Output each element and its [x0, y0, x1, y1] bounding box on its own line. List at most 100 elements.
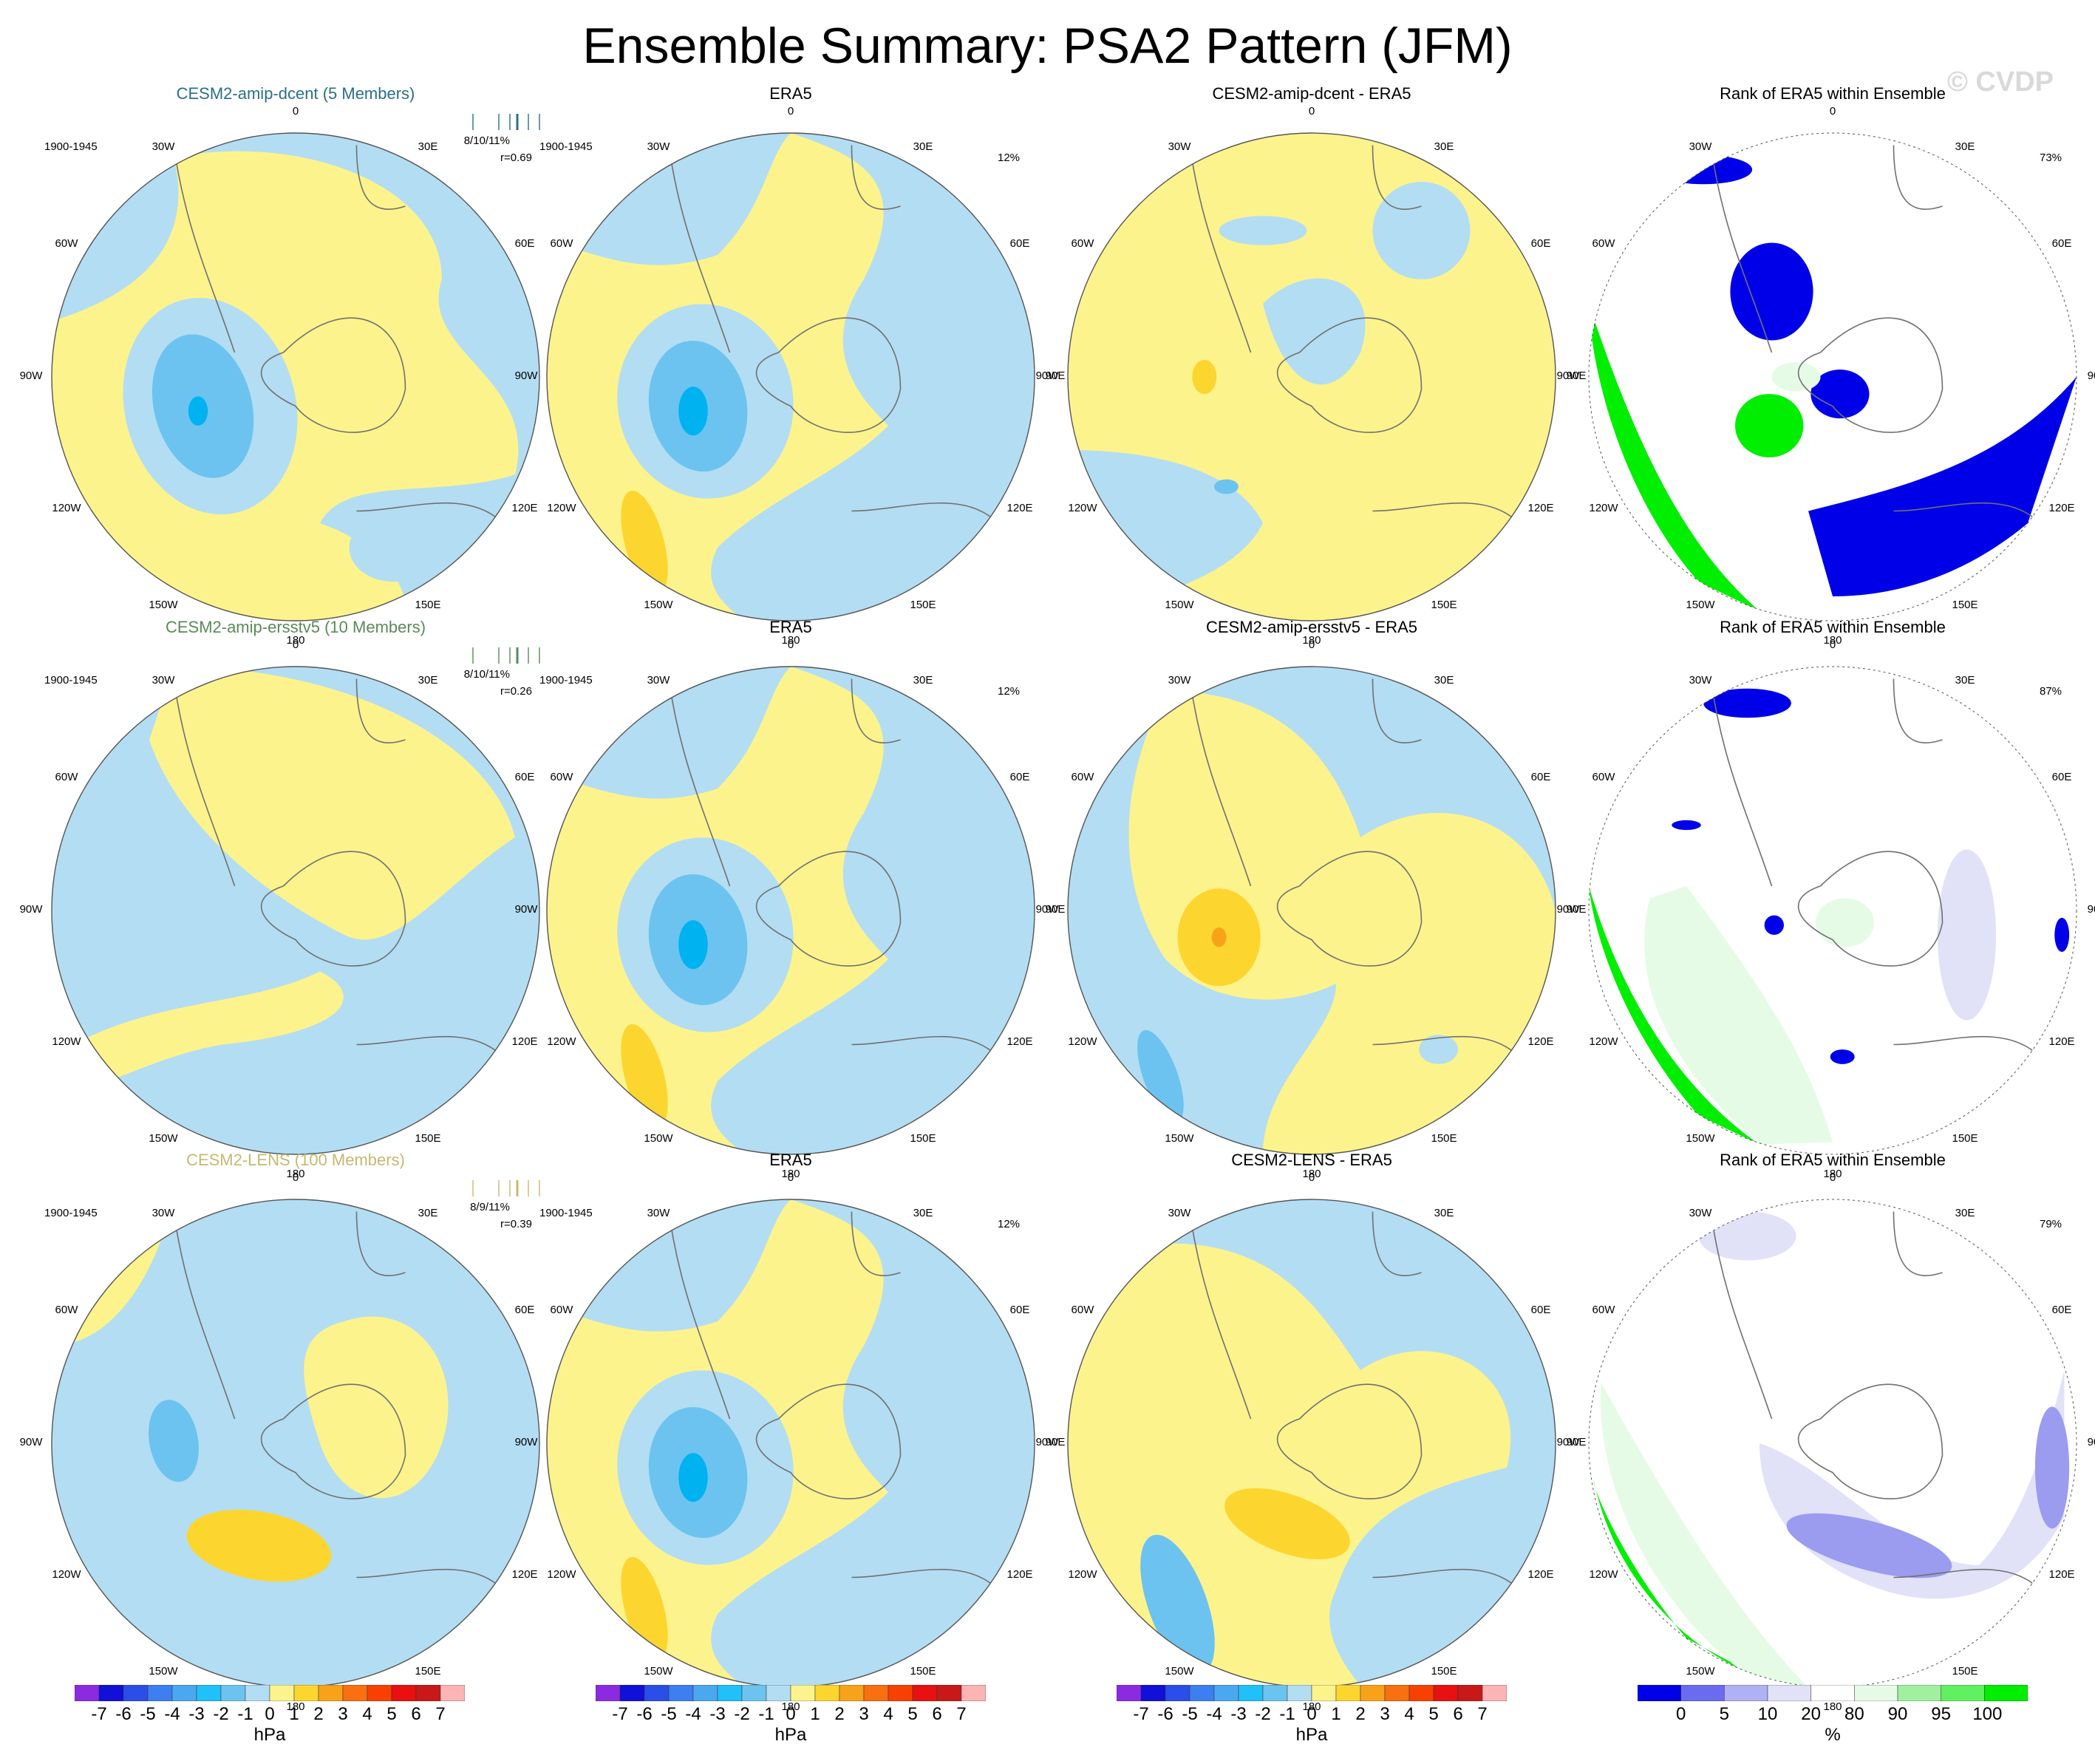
obs-polar-map [546, 132, 1035, 622]
colorbar-swatch [936, 1685, 962, 1701]
longitude-label: 120W [52, 1035, 81, 1048]
longitude-label: 120E [1527, 1035, 1554, 1048]
longitude-label: 150W [149, 1132, 178, 1145]
colorbar-tick-label: 4 [883, 1704, 893, 1724]
colorbar-swatch [391, 1685, 417, 1701]
colorbar-tick-label: 7 [1477, 1704, 1488, 1724]
longitude-label: 60W [550, 771, 573, 783]
longitude-label: 60W [550, 237, 573, 250]
colorbar-swatch [790, 1685, 816, 1701]
colorbar-swatch [1680, 1685, 1725, 1701]
variance-percent-label: 79% [2040, 1218, 2062, 1230]
colorbar-tick-label: -1 [237, 1704, 253, 1724]
longitude-label: 90E [1045, 370, 1066, 382]
colorbar-tick-label: 3 [1380, 1704, 1390, 1724]
model-polar-map [51, 132, 540, 622]
longitude-label: 150E [1952, 599, 1978, 612]
blue-light-contour-region [1419, 1035, 1458, 1064]
colorbar-swatch [98, 1685, 124, 1701]
coastlines [173, 1211, 504, 1590]
model-panel-title: CESM2-LENS (100 Members) [186, 1151, 405, 1169]
colorbar-units-label: hPa [1295, 1725, 1328, 1745]
yellow-light-contour-region [52, 971, 344, 1094]
colorbar-swatch [1117, 1685, 1142, 1701]
longitude-label: 30W [151, 1206, 175, 1219]
longitude-label: 180 [286, 1168, 305, 1180]
longitude-label: 150W [644, 599, 673, 612]
longitude-label: 120E [1527, 1568, 1554, 1581]
longitude-label: 60W [1592, 237, 1615, 250]
model-polar-map [51, 666, 540, 1155]
longitude-label: 150E [415, 1132, 441, 1145]
longitude-label: 180 [781, 1700, 800, 1713]
longitude-label: 150E [1431, 1132, 1457, 1145]
rank-blue-contour-region [1808, 377, 2077, 596]
colorbar-swatch [415, 1685, 441, 1701]
longitude-label: 150E [1952, 1665, 1978, 1678]
colorbar-tick-label: -6 [1157, 1704, 1173, 1724]
longitude-label: 120W [547, 1035, 576, 1048]
blue-mid-contour-region [149, 1400, 199, 1482]
longitude-label: 120E [2048, 1035, 2075, 1048]
colorbar-tick-label: -2 [213, 1704, 229, 1724]
longitude-label: 150E [910, 1665, 936, 1678]
map-boundary [51, 666, 540, 1155]
colorbar-tick-label: 5 [1428, 1704, 1439, 1724]
longitude-label: 150E [1952, 1132, 1978, 1145]
colorbar-swatch [766, 1685, 791, 1701]
longitude-label: 60E [514, 1304, 535, 1316]
colorbar-tick-label: 2 [1355, 1704, 1366, 1724]
map-boundary [1067, 132, 1556, 622]
rank-lavender-contour-region [1786, 1513, 1952, 1579]
orange-light-contour-region [1224, 1488, 1350, 1559]
period-label: 1900-1945 [44, 140, 98, 153]
colorbar-tick-label: 6 [932, 1704, 942, 1724]
rank-blue-contour-region [1830, 1049, 1855, 1064]
colorbar-swatch [1335, 1685, 1361, 1701]
variance-percent-label: 12% [998, 151, 1021, 164]
pattern-correlation-label: r=0.39 [500, 1218, 532, 1230]
longitude-label: 150W [644, 1665, 673, 1678]
colorbar-tick-label: -3 [709, 1704, 726, 1724]
yellow-light-contour-region [304, 1316, 449, 1499]
colorbar-tick-label: -7 [91, 1704, 107, 1724]
colorbar-swatch [1810, 1685, 1855, 1701]
longitude-label: 90W [1556, 1436, 1580, 1448]
rank-pale-green-contour-region [1644, 886, 1833, 1145]
blue-light-contour-region [1263, 278, 1366, 385]
colorbar-swatch [1724, 1685, 1768, 1701]
coastlines [173, 678, 504, 1058]
colorbar-tick-label: -6 [636, 1704, 653, 1724]
colorbar-swatch [1384, 1685, 1410, 1701]
longitude-label: 30E [1955, 673, 1975, 687]
longitude-label: 30E [1434, 1206, 1454, 1219]
diff-polar-map [1067, 666, 1556, 1155]
colorbar-swatch [1457, 1685, 1483, 1701]
rank-blue-contour-region [2054, 917, 2070, 953]
ensemble-spread-glyph [472, 647, 540, 664]
blue-deep-contour-region [678, 386, 708, 436]
longitude-label: 150W [1686, 1665, 1715, 1678]
rank-polar-map [1588, 132, 2077, 622]
longitude-label: 120E [511, 502, 538, 514]
diff-panel-title: CESM2-amip-dcent - ERA5 [1212, 84, 1411, 103]
colorbar-tick-label: 1 [289, 1704, 299, 1724]
longitude-label: 90E [1566, 903, 1587, 916]
longitude-label: 0 [1829, 1171, 1836, 1184]
longitude-label: 90E [1045, 1436, 1066, 1448]
rank-polar-map [1588, 666, 2077, 1155]
colorbar-swatch [1189, 1685, 1215, 1701]
colorbar-units-label: hPa [774, 1725, 807, 1745]
longitude-label: 30W [1168, 1206, 1191, 1219]
longitude-label: 60W [1071, 771, 1094, 783]
colorbar-swatch [888, 1685, 913, 1701]
longitude-label: 120W [52, 502, 81, 514]
longitude-label: 120W [547, 1568, 576, 1581]
rank-panel-title: Rank of ERA5 within Ensemble [1720, 1151, 1946, 1169]
colorbar-swatch [596, 1685, 621, 1701]
longitude-label: 60W [55, 1304, 78, 1316]
longitude-label: 60E [2051, 1304, 2072, 1316]
rank-pale-lavender-contour-region [1698, 1211, 1796, 1261]
longitude-label: 90W [1556, 370, 1580, 382]
longitude-label: 90W [514, 1436, 538, 1448]
